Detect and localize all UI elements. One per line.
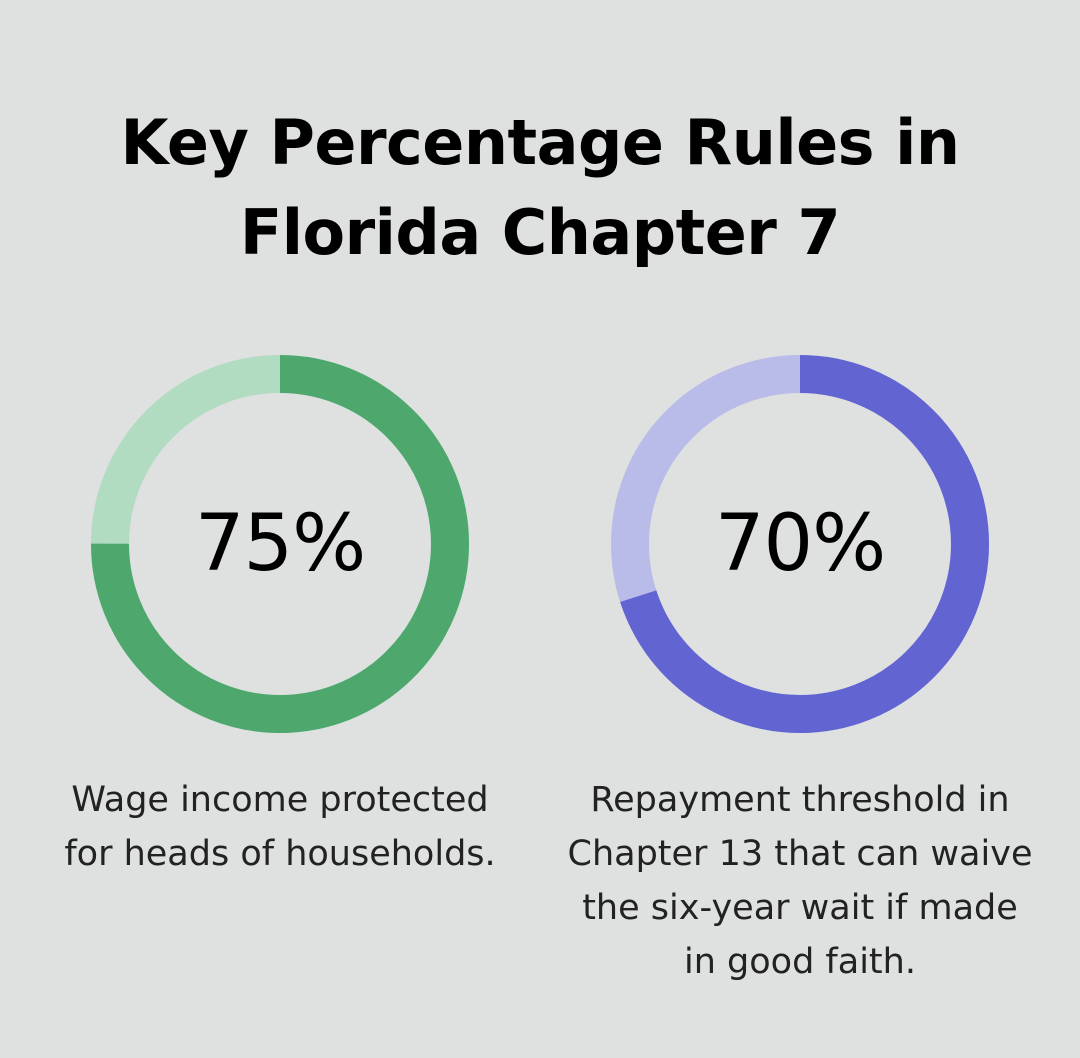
stat-caption-1: Wage income protected for heads of house… <box>64 780 496 874</box>
stat-panel-1: 75% Wage income protected for heads of h… <box>30 355 530 881</box>
donut-value-label-1: 75% <box>194 499 366 589</box>
title-line-1: Key Percentage Rules in <box>120 106 960 179</box>
donut-svg-2 <box>611 355 989 733</box>
stat-caption-2: Repayment threshold in Chapter 13 that c… <box>567 780 1033 982</box>
donut-filled-2 <box>611 355 989 733</box>
donut-value-label-2: 70% <box>714 499 886 589</box>
donut-filled-1 <box>91 355 469 733</box>
title-line-2: Florida Chapter 7 <box>239 196 841 269</box>
donut-chart-1: 75% <box>30 355 530 733</box>
donut-chart-2: 70% <box>550 355 1050 733</box>
page-title: Key Percentage Rules in Florida Chapter … <box>0 98 1080 278</box>
stat-panel-2: 70% Repayment threshold in Chapter 13 th… <box>550 355 1050 989</box>
donut-svg-1 <box>91 355 469 733</box>
